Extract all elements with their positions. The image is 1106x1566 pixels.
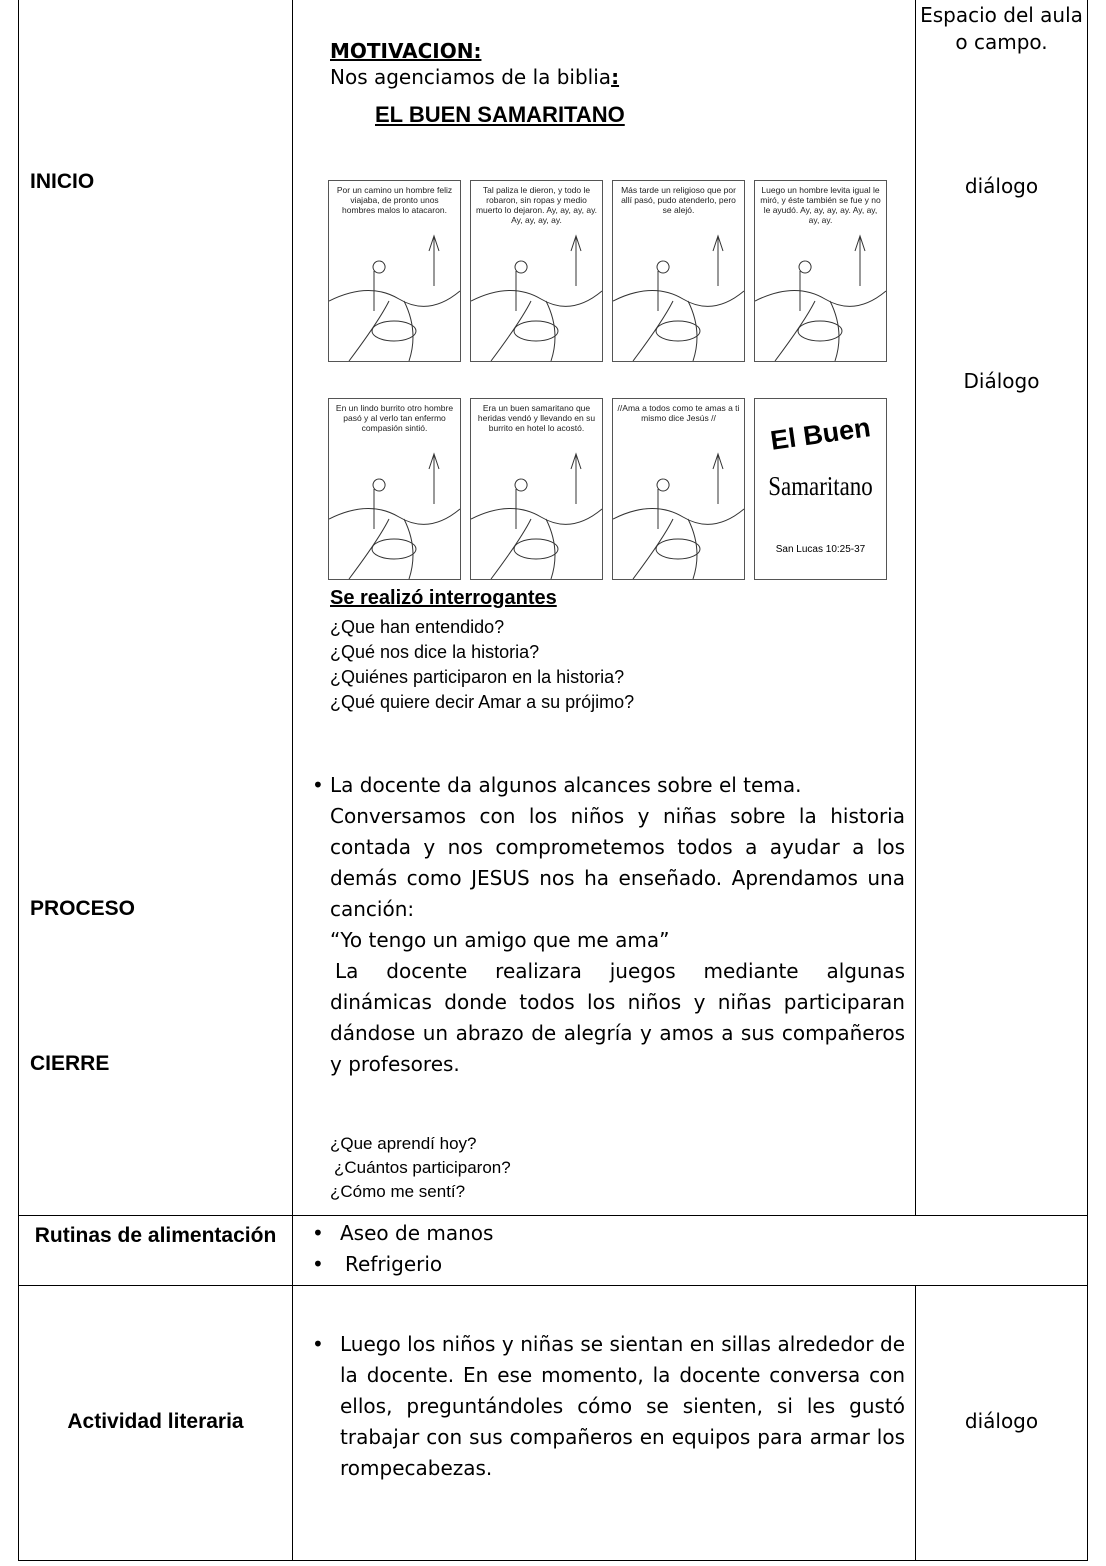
bullet: • [312, 1332, 324, 1356]
paragraph: Conversamos con los niños y niñas sobre … [330, 804, 905, 921]
panel-caption: En un lindo burrito otro hombre pasó y a… [335, 403, 454, 433]
panel-caption: Era un buen samaritano que heridas vendó… [477, 403, 596, 433]
question: ¿Quiénes participaron en la historia? [330, 667, 625, 687]
table-border [18, 1560, 1088, 1561]
paragraph: La docente realizara juegos mediante alg… [330, 959, 905, 1076]
comic-panel: Por un camino un hombre feliz viajaba, d… [328, 180, 461, 362]
panel-caption: Más tarde un religioso que por allí pasó… [621, 185, 736, 215]
illustration [613, 234, 744, 361]
question: ¿Que aprendí hoy? [330, 1134, 477, 1153]
intro-line: Nos agenciamos de la biblia: [330, 62, 619, 93]
panel-caption: Luego un hombre levita igual le miró, y … [760, 185, 881, 225]
illustration [613, 452, 744, 579]
illustration [471, 234, 602, 361]
resource: diálogo [964, 1409, 1039, 1433]
comic-panel: Tal paliza le dieron, y todo le robaron,… [470, 180, 603, 362]
panel-caption: Tal paliza le dieron, y todo le robaron,… [475, 185, 598, 225]
paragraph: La docente da algunos alcances sobre el … [330, 773, 802, 797]
cover-reference: San Lucas 10:25-37 [775, 544, 866, 555]
stage-label: PROCESO [30, 897, 136, 920]
comic-panel: //Ama a todos como te amas a ti mismo di… [612, 398, 745, 580]
illustration [471, 452, 602, 579]
text: Refrigerio [345, 1252, 443, 1276]
row-label: Actividad literaria [67, 1410, 244, 1433]
question: ¿Que han entendido? [330, 617, 505, 637]
table-border [915, 1285, 916, 1561]
illustration [755, 234, 886, 361]
heading: Se realizó interrogantes [330, 587, 557, 609]
stage-label: CIERRE [30, 1052, 110, 1075]
panel-caption: //Ama a todos como te amas a ti mismo di… [617, 403, 740, 423]
table-border [18, 1215, 1088, 1216]
row-label: Rutinas de alimentación [34, 1224, 277, 1247]
question-list: ¿Que han entendido? ¿Qué nos dice la his… [330, 615, 634, 715]
question: ¿Cuántos participaron? [334, 1158, 511, 1177]
song: “Yo tengo un amigo que me ama” [330, 928, 670, 952]
comic-panel: En un lindo burrito otro hombre pasó y a… [328, 398, 461, 580]
question: ¿Qué quiere decir Amar a su prójimo? [330, 692, 635, 712]
literary-text: Luego los niños y niñas se sientan en si… [340, 1332, 905, 1480]
comic-panel: Era un buen samaritano que heridas vendó… [470, 398, 603, 580]
bullet: • [312, 773, 324, 797]
text: Aseo de manos [340, 1221, 494, 1245]
table-border [915, 0, 916, 1215]
reflection-list: ¿Que aprendí hoy? ¿Cuántos participaron?… [330, 1132, 511, 1204]
table-border [292, 0, 293, 1561]
cover-panel: El Buen Samaritano San Lucas 10:25-37 [754, 398, 887, 580]
question: ¿Qué nos dice la historia? [330, 642, 540, 662]
stage-label: INICIO [30, 170, 95, 193]
illustration [329, 452, 460, 579]
text: Nos agenciamos de la biblia [330, 65, 612, 89]
comic-panel: Luego un hombre levita igual le miró, y … [754, 180, 887, 362]
resource: Diálogo [963, 369, 1040, 393]
process-text: La docente da algunos alcances sobre el … [330, 770, 905, 1080]
text: : [611, 65, 620, 89]
question: ¿Cómo me sentí? [330, 1182, 466, 1201]
panel-caption: Por un camino un hombre feliz viajaba, d… [336, 185, 453, 215]
story-title: EL BUEN SAMARITANO [375, 102, 625, 127]
resource: Espacio del aula o campo. [920, 3, 1083, 54]
illustration [329, 234, 460, 361]
cover-title: Samaritano [768, 471, 873, 501]
table-border [18, 0, 19, 1561]
heading: MOTIVACION: [330, 39, 482, 63]
routine-list: • Aseo de manos • Refrigerio [312, 1218, 493, 1280]
table-border [1087, 0, 1088, 1561]
list-item: • Aseo de manos [312, 1221, 494, 1245]
list-item: • Refrigerio [312, 1252, 443, 1276]
table-border [18, 1285, 1088, 1286]
cover-title: El Buen [768, 412, 873, 456]
resource: diálogo [964, 174, 1039, 198]
comic-panel: Más tarde un religioso que por allí pasó… [612, 180, 745, 362]
